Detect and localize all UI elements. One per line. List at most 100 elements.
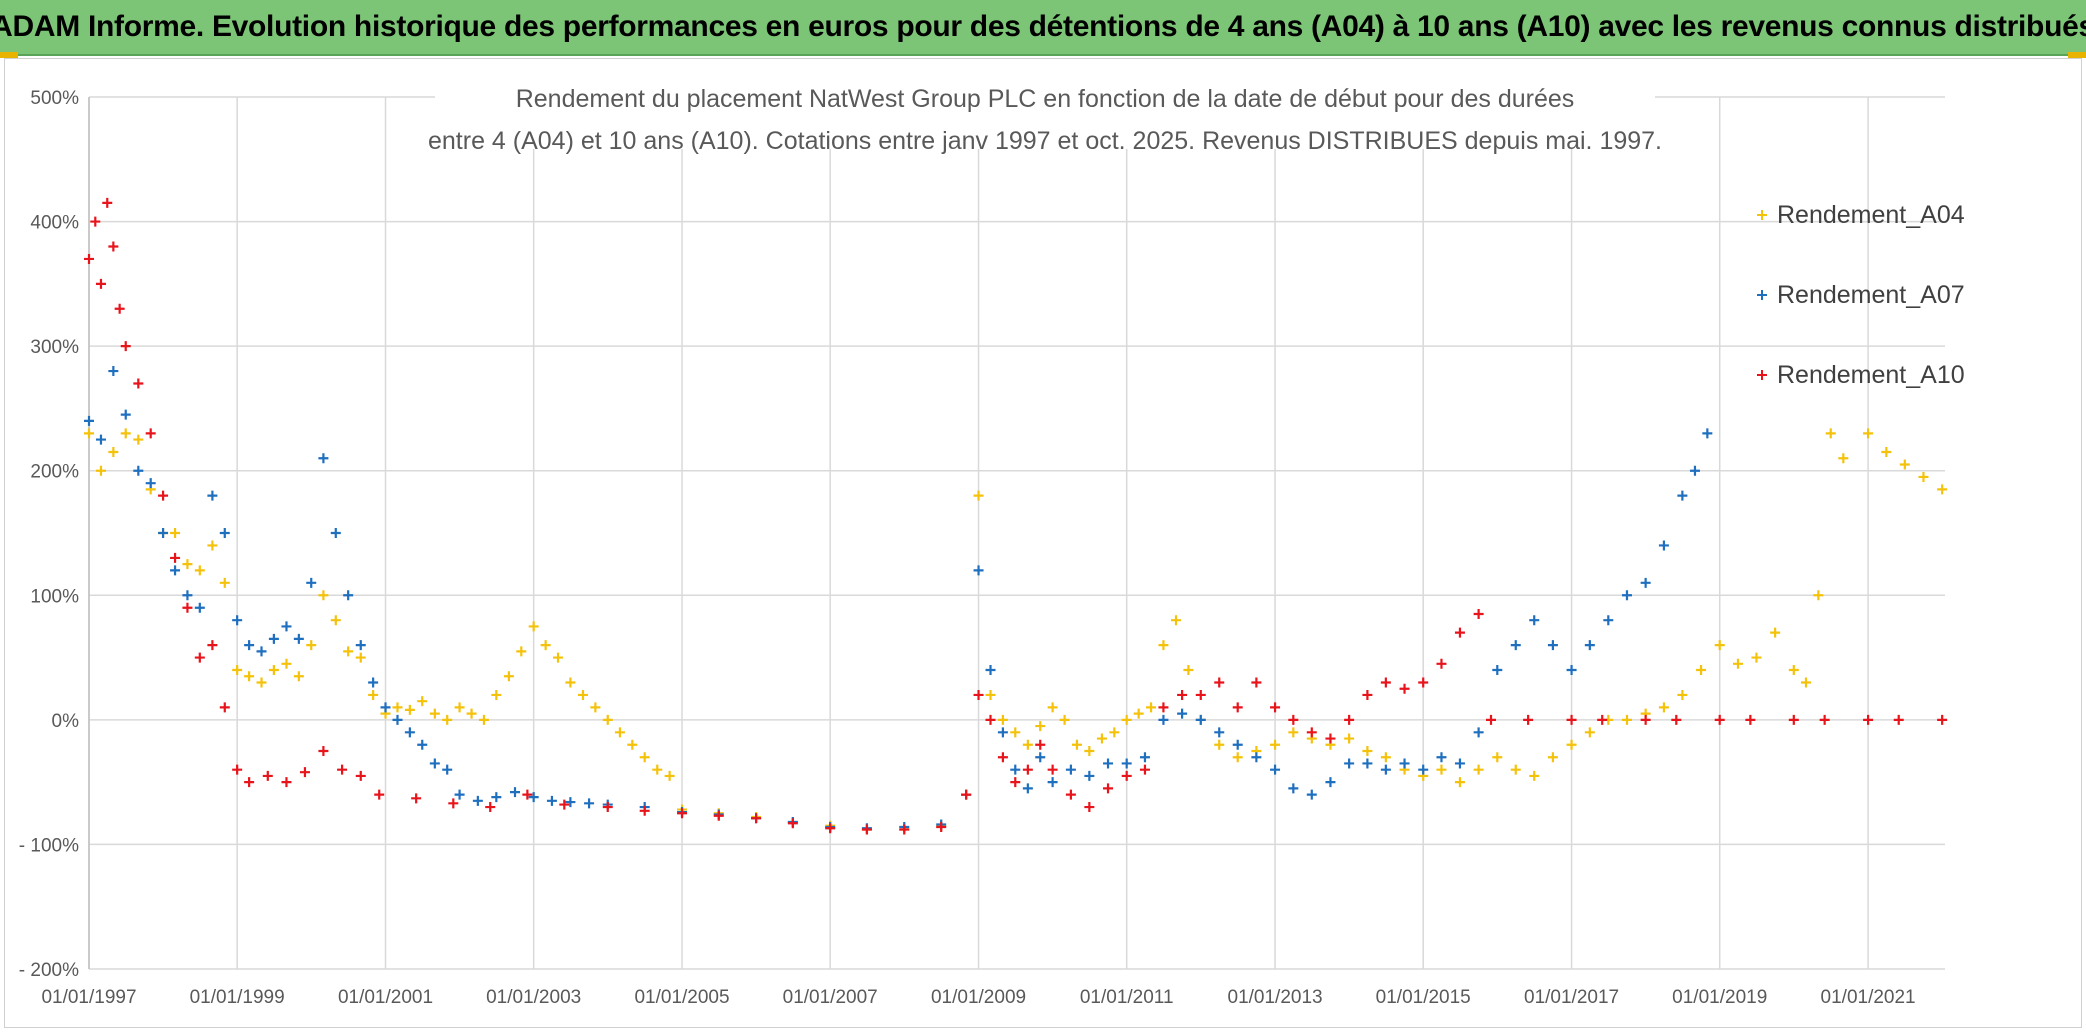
- point-Rendement_A07: [1047, 777, 1058, 788]
- point-Rendement_A04: [664, 770, 675, 781]
- point-Rendement_A10: [114, 303, 125, 314]
- point-Rendement_A04: [1084, 746, 1095, 756]
- point-Rendement_A07: [546, 795, 557, 806]
- point-Rendement_A04: [1344, 733, 1355, 744]
- point-Rendement_A04: [1732, 658, 1743, 669]
- point-Rendement_A07: [1103, 758, 1114, 769]
- point-Rendement_A04: [466, 708, 477, 719]
- point-Rendement_A07: [1010, 764, 1021, 775]
- point-Rendement_A07: [1454, 758, 1465, 769]
- point-Rendement_A07: [565, 797, 576, 808]
- point-Rendement_A07: [281, 621, 292, 632]
- point-Rendement_A04: [1473, 764, 1484, 775]
- point-Rendement_A10: [1418, 677, 1429, 688]
- point-Rendement_A10: [522, 789, 533, 800]
- point-Rendement_A04: [627, 739, 638, 750]
- series-Rendement_A07: [84, 366, 1713, 834]
- x-tick-label: 01/01/2013: [1228, 987, 1323, 1008]
- point-Rendement_A07: [330, 528, 341, 538]
- point-Rendement_A07: [1380, 764, 1391, 775]
- point-Rendement_A04: [306, 640, 317, 651]
- point-Rendement_A04: [1770, 627, 1781, 638]
- point-Rendement_A10: [1819, 714, 1830, 725]
- point-Rendement_A07: [429, 758, 440, 769]
- point-Rendement_A04: [516, 646, 527, 657]
- point-Rendement_A10: [1121, 770, 1132, 781]
- point-Rendement_A07: [584, 798, 595, 809]
- point-Rendement_A10: [1047, 764, 1058, 775]
- point-Rendement_A04: [590, 702, 601, 713]
- point-Rendement_A10: [1671, 714, 1682, 725]
- point-Rendement_A04: [1696, 665, 1707, 676]
- point-Rendement_A10: [559, 799, 570, 810]
- point-Rendement_A07: [1270, 764, 1281, 775]
- point-Rendement_A04: [417, 696, 428, 707]
- point-Rendement_A07: [1022, 783, 1033, 794]
- point-Rendement_A10: [194, 652, 205, 663]
- point-Rendement_A04: [1584, 727, 1595, 738]
- y-tick-label: - 200%: [19, 960, 79, 981]
- point-Rendement_A04: [1380, 752, 1391, 763]
- point-Rendement_A10: [182, 602, 193, 613]
- point-Rendement_A07: [1473, 727, 1484, 738]
- legend: Rendement_A04 Rendement_A07 Rendement_A10: [1757, 201, 1965, 389]
- series-Rendement_A10: [84, 197, 1948, 835]
- point-Rendement_A07: [1658, 540, 1669, 551]
- point-Rendement_A07: [1035, 752, 1046, 763]
- point-Rendement_A07: [973, 565, 984, 576]
- point-Rendement_A07: [1640, 577, 1651, 588]
- point-Rendement_A07: [1065, 764, 1076, 775]
- legend-marker: [1757, 370, 1767, 380]
- point-Rendement_A07: [454, 789, 465, 800]
- y-tick-label: 200%: [30, 462, 79, 483]
- point-Rendement_A07: [528, 792, 539, 803]
- point-Rendement_A04: [1096, 733, 1107, 744]
- chart-title-line1: Rendement du placement NatWest Group PLC…: [516, 85, 1575, 113]
- x-tick-label: 01/01/2017: [1524, 987, 1619, 1008]
- point-Rendement_A07: [207, 490, 218, 501]
- point-Rendement_A10: [1065, 789, 1076, 800]
- legend-marker: [1757, 290, 1767, 300]
- point-Rendement_A07: [1510, 640, 1521, 651]
- point-Rendement_A10: [337, 764, 348, 775]
- point-Rendement_A10: [1022, 764, 1033, 775]
- grid-lines: [88, 96, 1945, 970]
- point-Rendement_A04: [1825, 428, 1836, 439]
- point-Rendement_A07: [158, 528, 169, 538]
- point-Rendement_A04: [330, 615, 341, 626]
- point-Rendement_A10: [1436, 658, 1447, 669]
- point-Rendement_A10: [1640, 714, 1651, 725]
- report-title: ADAM Informe. Evolution historique des p…: [0, 10, 2086, 43]
- point-Rendement_A04: [429, 708, 440, 719]
- y-tick-label: 100%: [30, 586, 79, 607]
- point-Rendement_A04: [1109, 727, 1120, 738]
- point-Rendement_A04: [985, 689, 996, 700]
- legend-marker: [1757, 210, 1767, 220]
- point-Rendement_A10: [1084, 802, 1095, 813]
- point-Rendement_A10: [1937, 714, 1948, 725]
- corner-marker-right: [2068, 52, 2086, 58]
- point-Rendement_A10: [102, 197, 113, 208]
- point-Rendement_A07: [404, 727, 415, 738]
- point-Rendement_A04: [207, 540, 218, 551]
- point-Rendement_A04: [84, 428, 94, 439]
- point-Rendement_A10: [1473, 608, 1484, 619]
- point-Rendement_A04: [1158, 640, 1169, 651]
- point-Rendement_A07: [318, 453, 329, 464]
- point-Rendement_A10: [281, 777, 292, 788]
- point-Rendement_A10: [936, 821, 947, 832]
- point-Rendement_A04: [392, 702, 403, 713]
- point-Rendement_A07: [1158, 714, 1169, 725]
- point-Rendement_A04: [1714, 640, 1725, 651]
- point-Rendement_A04: [404, 704, 415, 715]
- point-Rendement_A04: [1658, 702, 1669, 713]
- point-Rendement_A04: [577, 689, 588, 700]
- point-Rendement_A04: [1214, 739, 1225, 750]
- x-axis-ticks: 01/01/1997 01/01/1999 01/01/2001 01/01/2003…: [41, 987, 1915, 1008]
- point-Rendement_A10: [1523, 714, 1534, 725]
- point-Rendement_A10: [262, 770, 273, 781]
- point-Rendement_A07: [1121, 758, 1132, 769]
- point-Rendement_A07: [1139, 752, 1150, 763]
- point-Rendement_A10: [639, 805, 650, 816]
- point-Rendement_A10: [1232, 702, 1243, 713]
